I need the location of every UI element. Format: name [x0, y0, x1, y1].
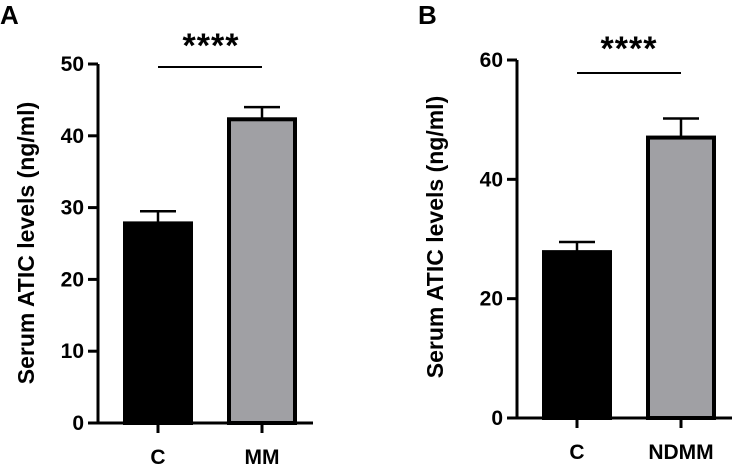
bars: C MM — [96, 66, 313, 467]
significance-label: **** — [183, 27, 240, 65]
bar — [123, 221, 193, 425]
bar — [542, 250, 612, 420]
chart-panel-b: B Serum ATIC levels (ng/ml) **** 0 20 40 60… — [418, 0, 732, 464]
panel-label: B — [418, 0, 437, 30]
y-axis-title: Serum ATIC levels (ng/ml) — [13, 102, 39, 384]
chart-panel-a: A Serum ATIC levels (ng/ml) **** 0 10 20 30… — [0, 0, 313, 467]
y-tick-label: 50 — [61, 53, 84, 76]
x-tick-label: C — [569, 441, 584, 464]
y-tick-label: 60 — [480, 49, 503, 72]
y-tick-label: 40 — [61, 125, 84, 148]
y-tick-label: 20 — [61, 268, 84, 291]
x-tick-label: MM — [245, 446, 280, 467]
bar — [646, 135, 716, 420]
y-axis-title: Serum ATIC levels (ng/ml) — [422, 96, 448, 378]
y-tick-label: 20 — [480, 288, 503, 311]
y-ticks: 0 20 40 60 — [480, 49, 519, 430]
x-tick-label: C — [150, 446, 165, 467]
y-tick-label: 0 — [72, 412, 84, 435]
y-ticks: 0 10 20 30 40 50 — [61, 53, 100, 435]
bars: C NDMM — [515, 72, 732, 464]
panel-label: A — [0, 0, 19, 30]
bar — [227, 117, 297, 425]
y-tick-label: 0 — [491, 407, 503, 430]
y-tick-label: 40 — [480, 168, 503, 191]
y-tick-label: 30 — [61, 197, 84, 220]
y-tick-label: 10 — [61, 340, 84, 363]
x-tick-label: NDMM — [648, 441, 713, 464]
significance-label: **** — [601, 30, 658, 68]
